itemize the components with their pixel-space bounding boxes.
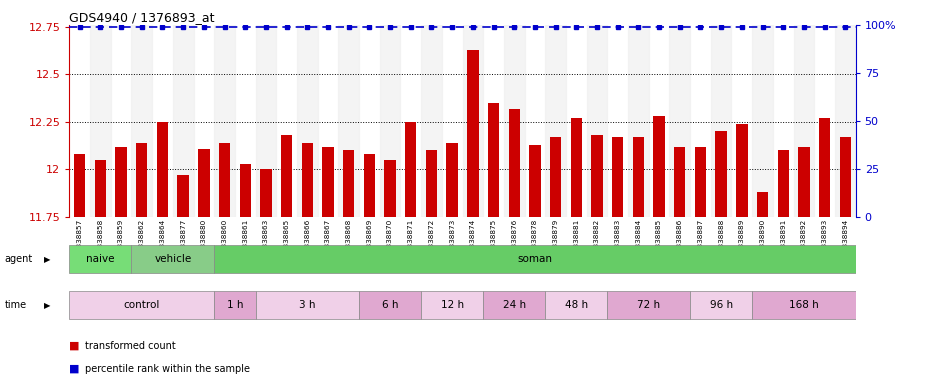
- Bar: [736, 124, 747, 217]
- Text: percentile rank within the sample: percentile rank within the sample: [85, 364, 250, 374]
- Text: ▶: ▶: [44, 301, 51, 310]
- Bar: [240, 164, 251, 217]
- Bar: [364, 154, 375, 217]
- Bar: [798, 147, 809, 217]
- Bar: [695, 147, 706, 217]
- Bar: [421, 25, 442, 217]
- Bar: [504, 25, 524, 217]
- Bar: [215, 25, 235, 217]
- Text: 48 h: 48 h: [565, 300, 588, 310]
- Bar: [215, 245, 856, 273]
- Text: naive: naive: [86, 254, 115, 264]
- Bar: [157, 122, 168, 217]
- Bar: [131, 25, 152, 217]
- Text: 96 h: 96 h: [709, 300, 733, 310]
- Bar: [778, 151, 789, 217]
- Bar: [545, 25, 566, 217]
- Bar: [487, 103, 500, 217]
- Text: transformed count: transformed count: [85, 341, 176, 351]
- Bar: [131, 245, 215, 273]
- Text: 168 h: 168 h: [789, 300, 819, 310]
- Bar: [612, 137, 623, 217]
- Bar: [426, 151, 438, 217]
- Bar: [628, 25, 648, 217]
- Bar: [136, 143, 147, 217]
- Bar: [69, 291, 215, 319]
- Bar: [447, 143, 458, 217]
- Bar: [74, 154, 85, 217]
- Bar: [670, 25, 690, 217]
- Text: GDS4940 / 1376893_at: GDS4940 / 1376893_at: [69, 12, 215, 25]
- Bar: [550, 137, 561, 217]
- Bar: [710, 25, 732, 217]
- Bar: [586, 25, 608, 217]
- Bar: [178, 175, 189, 217]
- Text: soman: soman: [517, 254, 552, 264]
- Text: 6 h: 6 h: [382, 300, 399, 310]
- Bar: [255, 25, 277, 217]
- Bar: [339, 25, 359, 217]
- Bar: [385, 160, 396, 217]
- Bar: [69, 245, 131, 273]
- Bar: [840, 137, 851, 217]
- Bar: [653, 116, 665, 217]
- Bar: [260, 169, 272, 217]
- Text: time: time: [5, 300, 27, 310]
- Bar: [835, 25, 856, 217]
- Bar: [302, 143, 313, 217]
- Bar: [380, 25, 401, 217]
- Bar: [715, 131, 727, 217]
- Bar: [529, 145, 540, 217]
- Bar: [215, 291, 255, 319]
- Text: 12 h: 12 h: [440, 300, 463, 310]
- Bar: [94, 160, 106, 217]
- Bar: [757, 192, 768, 217]
- Bar: [591, 135, 603, 217]
- Bar: [405, 122, 416, 217]
- Bar: [690, 291, 752, 319]
- Bar: [483, 291, 545, 319]
- Bar: [819, 118, 831, 217]
- Bar: [322, 147, 334, 217]
- Bar: [343, 151, 354, 217]
- Text: ■: ■: [69, 364, 80, 374]
- Bar: [116, 147, 127, 217]
- Bar: [90, 25, 111, 217]
- Text: vehicle: vehicle: [154, 254, 191, 264]
- Bar: [674, 147, 685, 217]
- Text: ▶: ▶: [44, 255, 51, 264]
- Bar: [281, 135, 292, 217]
- Text: control: control: [124, 300, 160, 310]
- Bar: [462, 25, 483, 217]
- Bar: [752, 291, 856, 319]
- Bar: [198, 149, 210, 217]
- Bar: [608, 291, 690, 319]
- Bar: [255, 291, 359, 319]
- Text: agent: agent: [5, 254, 33, 264]
- Bar: [173, 25, 193, 217]
- Text: 3 h: 3 h: [299, 300, 315, 310]
- Bar: [633, 137, 644, 217]
- Text: 1 h: 1 h: [227, 300, 243, 310]
- Text: 24 h: 24 h: [502, 300, 525, 310]
- Bar: [571, 118, 582, 217]
- Bar: [421, 291, 483, 319]
- Text: ■: ■: [69, 341, 80, 351]
- Bar: [359, 291, 421, 319]
- Bar: [752, 25, 773, 217]
- Bar: [794, 25, 814, 217]
- Bar: [297, 25, 317, 217]
- Bar: [545, 291, 608, 319]
- Bar: [509, 109, 520, 217]
- Bar: [467, 50, 478, 217]
- Text: 72 h: 72 h: [637, 300, 660, 310]
- Bar: [219, 143, 230, 217]
